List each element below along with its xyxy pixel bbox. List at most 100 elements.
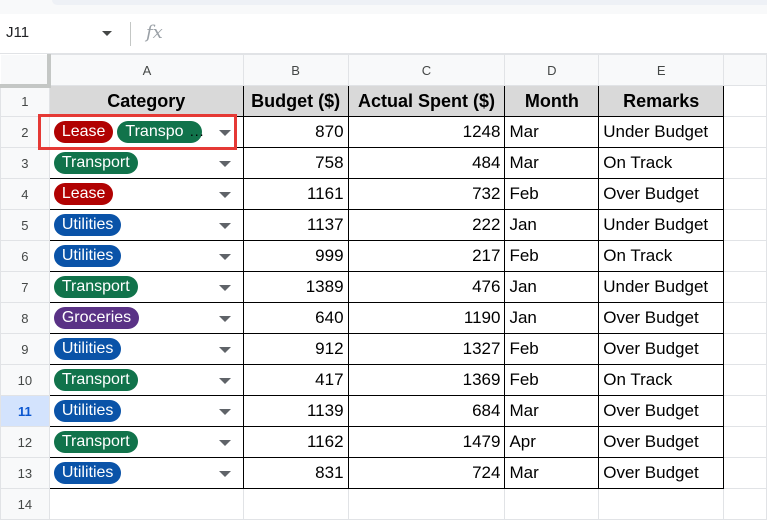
category-cell[interactable]: Utilities <box>48 240 244 272</box>
budget-cell[interactable]: 640 <box>242 302 349 334</box>
actual-spent-cell[interactable]: 1369 <box>347 364 506 396</box>
category-cell[interactable]: Transport <box>48 147 244 179</box>
month-cell[interactable]: Mar <box>504 395 600 427</box>
row-header[interactable]: 14 <box>0 488 50 520</box>
empty-cell[interactable] <box>723 426 767 458</box>
category-cell[interactable]: Transport <box>48 271 244 303</box>
actual-spent-cell[interactable]: 724 <box>347 457 506 489</box>
remarks-cell[interactable]: Over Budget <box>598 178 725 210</box>
header-category[interactable]: Category <box>48 85 244 117</box>
remarks-cell[interactable]: On Track <box>598 147 725 179</box>
row-header[interactable]: 3 <box>0 147 50 179</box>
row-header[interactable]: 12 <box>0 426 50 458</box>
month-cell[interactable]: Mar <box>504 116 600 148</box>
dropdown-arrow-icon[interactable] <box>218 378 231 384</box>
category-cell[interactable]: Utilities <box>48 395 244 427</box>
budget-cell[interactable]: 417 <box>242 364 349 396</box>
empty-cell[interactable] <box>723 364 767 396</box>
empty-cell[interactable] <box>723 271 767 303</box>
actual-spent-cell[interactable]: 476 <box>347 271 506 303</box>
dropdown-arrow-icon[interactable] <box>218 471 231 477</box>
empty-cell[interactable] <box>723 333 767 365</box>
row-header[interactable]: 7 <box>0 271 50 303</box>
budget-cell[interactable]: 870 <box>242 116 349 148</box>
actual-spent-cell[interactable]: 1248 <box>347 116 506 148</box>
empty-cell[interactable] <box>242 488 349 520</box>
column-header-b[interactable]: B <box>242 54 349 86</box>
month-cell[interactable]: Jan <box>504 271 600 303</box>
row-header[interactable]: 2 <box>0 116 50 148</box>
category-cell[interactable]: Utilities <box>48 333 244 365</box>
month-cell[interactable]: Feb <box>504 240 600 272</box>
actual-spent-cell[interactable]: 217 <box>347 240 506 272</box>
column-header-a[interactable]: A <box>48 54 244 86</box>
actual-spent-cell[interactable]: 1190 <box>347 302 506 334</box>
column-header-f[interactable] <box>723 54 767 86</box>
remarks-cell[interactable]: On Track <box>598 364 725 396</box>
month-cell[interactable]: Jan <box>504 302 600 334</box>
remarks-cell[interactable]: Over Budget <box>598 302 725 334</box>
remarks-cell[interactable]: On Track <box>598 240 725 272</box>
category-cell[interactable]: Lease <box>48 178 244 210</box>
remarks-cell[interactable]: Over Budget <box>598 395 725 427</box>
empty-cell[interactable] <box>723 457 767 489</box>
name-box-dropdown-icon[interactable] <box>102 31 112 36</box>
dropdown-arrow-icon[interactable] <box>218 285 231 291</box>
remarks-cell[interactable]: Under Budget <box>598 271 725 303</box>
empty-cell[interactable] <box>504 488 600 520</box>
dropdown-arrow-icon[interactable] <box>218 130 231 136</box>
dropdown-arrow-icon[interactable] <box>218 192 231 198</box>
category-cell[interactable]: Transport <box>48 426 244 458</box>
header-actual-spent[interactable]: Actual Spent ($) <box>347 85 506 117</box>
budget-cell[interactable]: 1162 <box>242 426 349 458</box>
empty-cell[interactable] <box>598 488 725 520</box>
budget-cell[interactable]: 1161 <box>242 178 349 210</box>
month-cell[interactable]: Jan <box>504 209 600 241</box>
remarks-cell[interactable]: Under Budget <box>598 116 725 148</box>
empty-cell[interactable] <box>723 147 767 179</box>
remarks-cell[interactable]: Over Budget <box>598 426 725 458</box>
empty-cell[interactable] <box>347 488 506 520</box>
row-header[interactable]: 5 <box>0 209 50 241</box>
month-cell[interactable]: Feb <box>504 178 600 210</box>
row-header[interactable]: 8 <box>0 302 50 334</box>
budget-cell[interactable]: 831 <box>242 457 349 489</box>
category-cell[interactable]: Lease Transpo... <box>48 116 244 148</box>
column-header-c[interactable]: C <box>347 54 506 86</box>
actual-spent-cell[interactable]: 684 <box>347 395 506 427</box>
column-header-e[interactable]: E <box>598 54 725 86</box>
budget-cell[interactable]: 1389 <box>242 271 349 303</box>
remarks-cell[interactable]: Over Budget <box>598 333 725 365</box>
dropdown-arrow-icon[interactable] <box>218 223 231 229</box>
empty-cell[interactable] <box>723 488 767 520</box>
dropdown-arrow-icon[interactable] <box>218 409 231 415</box>
month-cell[interactable]: Feb <box>504 364 600 396</box>
select-all-corner[interactable] <box>0 54 52 88</box>
header-budget[interactable]: Budget ($) <box>242 85 349 117</box>
empty-cell[interactable] <box>723 116 767 148</box>
dropdown-arrow-icon[interactable] <box>218 161 231 167</box>
row-header[interactable]: 1 <box>0 85 50 117</box>
actual-spent-cell[interactable]: 222 <box>347 209 506 241</box>
category-cell[interactable]: Groceries <box>48 302 244 334</box>
budget-cell[interactable]: 999 <box>242 240 349 272</box>
dropdown-arrow-icon[interactable] <box>218 440 231 446</box>
month-cell[interactable]: Mar <box>504 457 600 489</box>
empty-cell[interactable] <box>723 178 767 210</box>
actual-spent-cell[interactable]: 484 <box>347 147 506 179</box>
empty-cell[interactable] <box>48 488 244 520</box>
dropdown-arrow-icon[interactable] <box>218 347 231 353</box>
budget-cell[interactable]: 1139 <box>242 395 349 427</box>
empty-cell[interactable] <box>723 395 767 427</box>
budget-cell[interactable]: 912 <box>242 333 349 365</box>
row-header[interactable]: 11 <box>0 395 50 427</box>
row-header[interactable]: 6 <box>0 240 50 272</box>
month-cell[interactable]: Apr <box>504 426 600 458</box>
empty-cell[interactable] <box>723 209 767 241</box>
dropdown-arrow-icon[interactable] <box>218 316 231 322</box>
actual-spent-cell[interactable]: 732 <box>347 178 506 210</box>
budget-cell[interactable]: 758 <box>242 147 349 179</box>
month-cell[interactable]: Feb <box>504 333 600 365</box>
header-month[interactable]: Month <box>504 85 600 117</box>
dropdown-arrow-icon[interactable] <box>218 254 231 260</box>
